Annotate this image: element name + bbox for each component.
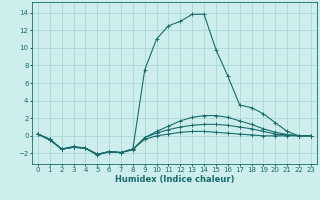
- X-axis label: Humidex (Indice chaleur): Humidex (Indice chaleur): [115, 175, 234, 184]
